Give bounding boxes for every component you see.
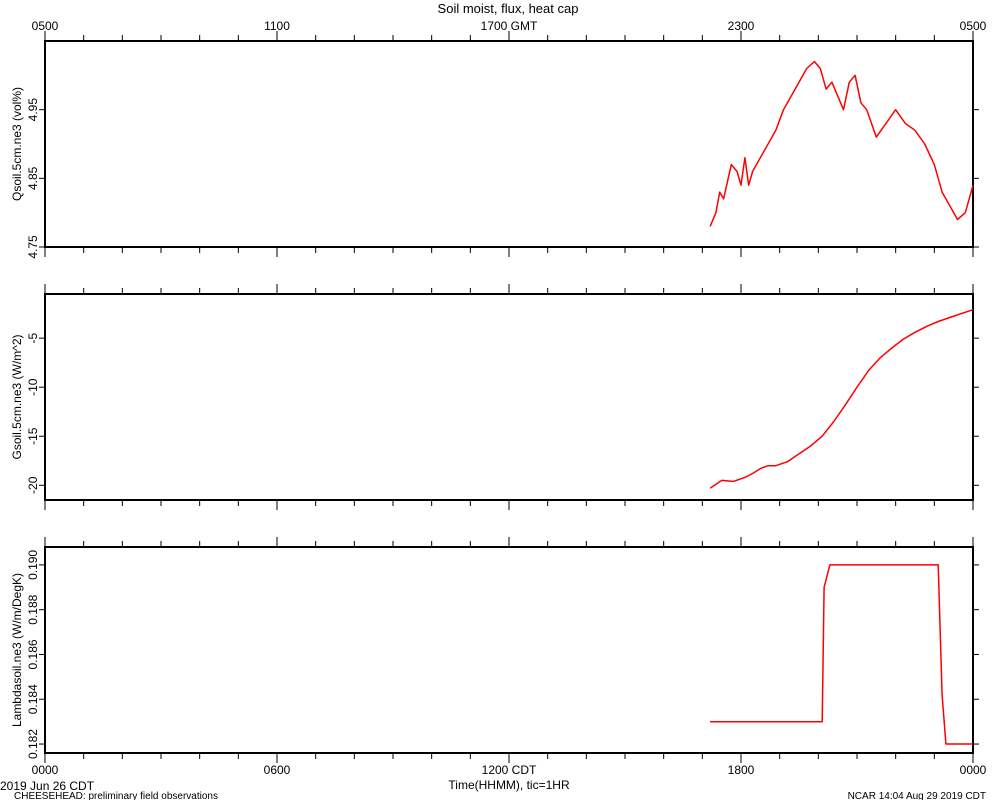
top-tick-label: 1100 [264,19,290,33]
bottom-tick-label: 1800 [728,763,755,777]
panel-2-ylabel: Gsoil.5cm.ne3 (W/m^2) [10,335,24,460]
panel-2-y-tick-labels: -20 -15 -10 -5 [26,332,40,493]
gsoil-series-line [709,308,974,489]
footer-stamp: NCAR 14:04 Aug 29 2019 CDT [848,791,986,800]
panel-3: 0.182 0.184 0.186 0.188 0.190 Lambdasoil.ne3… [10,537,979,763]
top-tick-label: 1700 GMT [481,19,538,33]
panel-1: 4.75 4.85 4.95 Qsoil.5cm.ne3 (vol%) [10,31,979,259]
bottom-tick-label: 1200 CDT [482,763,537,777]
top-tick-label: 0500 [960,19,987,33]
bottom-tick-label: 0000 [32,763,59,777]
panel-3-frame [44,546,974,754]
panel-1-y-tick-labels: 4.75 4.85 4.95 [26,98,40,259]
y-tick-label: 0.182 [26,729,40,759]
top-axis-tick-labels: 0500 1100 1700 GMT 2300 0500 [32,19,987,33]
top-tick-label: 2300 [728,19,755,33]
top-tick-label: 0500 [32,19,59,33]
panel-3-y-tick-labels: 0.182 0.184 0.186 0.188 0.190 [26,550,40,759]
panel-1-ylabel: Qsoil.5cm.ne3 (vol%) [10,87,24,201]
y-tick-label: 4.95 [26,98,40,122]
qsoil-series-line [709,60,974,227]
panel-1-ticks [39,31,979,257]
y-tick-label: 0.190 [26,550,40,580]
panel-2: -20 -15 -10 -5 Gsoil.5cm.ne3 (W/m^2) [10,284,979,510]
y-tick-label: 0.186 [26,639,40,669]
y-tick-label: -20 [26,476,40,494]
bottom-axis-label: Time(HHMM), tic=1HR [448,778,570,792]
y-tick-label: -15 [26,427,40,445]
bottom-tick-label: 0600 [264,763,291,777]
y-tick-label: 4.75 [26,235,40,259]
bottom-axis-tick-labels: 0000 0600 1200 CDT 1800 0000 [32,763,987,777]
footer-project: CHEESEHEAD: preliminary field observatio… [14,791,218,800]
y-tick-label: 0.188 [26,594,40,624]
footer-date: 2019 Jun 26 CDT [0,779,95,793]
panel-3-ylabel: Lambdasoil.ne3 (W/m/DegK) [10,573,24,727]
panel-3-ticks [39,537,979,763]
panel-2-ticks [39,284,979,510]
y-tick-label: 4.85 [26,166,40,190]
y-tick-label: 0.184 [26,684,40,714]
bottom-tick-label: 0000 [960,763,987,777]
panel-1-frame [44,40,974,248]
y-tick-label: -5 [26,332,40,343]
y-tick-label: -10 [26,378,40,396]
lambdasoil-series-line [710,564,973,745]
panel-2-frame [44,293,974,501]
chart-title: Soil moist, flux, heat cap [438,1,579,16]
